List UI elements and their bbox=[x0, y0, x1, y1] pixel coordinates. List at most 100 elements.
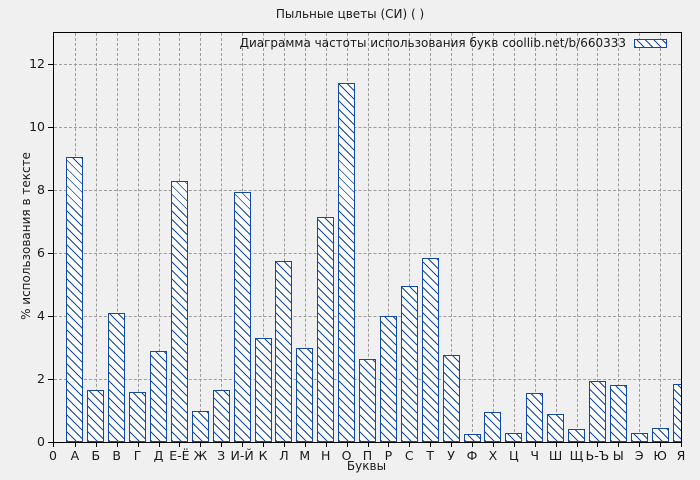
bar-С bbox=[400, 286, 418, 442]
bar-Э bbox=[630, 432, 648, 442]
gridline-x-Т bbox=[430, 33, 432, 442]
x-tick-П bbox=[367, 443, 369, 447]
x-tick-У bbox=[451, 443, 453, 447]
x-tick-label-У: У bbox=[447, 448, 455, 463]
x-tick-label-Щ: Щ bbox=[569, 448, 584, 463]
x-tick-К bbox=[263, 443, 264, 447]
y-tick-4 bbox=[48, 316, 53, 317]
gridline-x-Э bbox=[639, 33, 641, 442]
y-tick-10 bbox=[48, 127, 53, 128]
x-tick-В bbox=[116, 443, 118, 447]
y-tick-label-4: 4 bbox=[37, 308, 45, 323]
x-tick-Т bbox=[430, 443, 432, 447]
plot-area: Диаграмма частоты использования букв coo… bbox=[53, 32, 682, 443]
x-tick-И-Й bbox=[242, 443, 244, 447]
bar-Х bbox=[484, 412, 502, 442]
legend-label: Диаграмма частоты использования букв coo… bbox=[239, 36, 626, 50]
y-tick-label-2: 2 bbox=[37, 371, 45, 386]
x-tick-label-Ы: Ы bbox=[612, 448, 624, 463]
bar-Д bbox=[150, 350, 167, 442]
bar-Б bbox=[87, 390, 105, 442]
gridline-x-Б bbox=[95, 33, 97, 442]
x-tick-label-И-Й: И-Й bbox=[230, 448, 254, 463]
gridline-x-Щ bbox=[576, 33, 578, 442]
bar-Ь-Ъ bbox=[588, 380, 606, 442]
x-tick-origin bbox=[53, 443, 54, 447]
y-tick-6 bbox=[48, 253, 53, 254]
x-tick-Ц bbox=[513, 443, 515, 447]
gridline-x-М bbox=[304, 33, 306, 442]
x-tick-label-Ж: Ж bbox=[193, 448, 208, 463]
x-tick-А bbox=[74, 443, 76, 447]
bar-О bbox=[338, 82, 356, 442]
bar-Г bbox=[129, 391, 147, 442]
bar-У bbox=[442, 355, 460, 442]
x-tick-label-В: В bbox=[112, 448, 121, 463]
x-tick-Л bbox=[283, 443, 285, 447]
x-tick-label-Г: Г bbox=[133, 448, 142, 463]
x-tick-label-Е-Ё: Е-Ё bbox=[169, 448, 190, 463]
gridline-x-Ы bbox=[618, 33, 620, 442]
x-tick-Ь-Ъ bbox=[597, 443, 599, 447]
legend: Диаграмма частоты использования букв coo… bbox=[240, 36, 667, 50]
x-tick-З bbox=[221, 443, 223, 447]
y-tick-label-6: 6 bbox=[37, 245, 45, 260]
bar-Ш bbox=[547, 413, 565, 442]
legend-hatch-swatch-icon bbox=[634, 38, 667, 48]
x-tick-label-П: П bbox=[362, 448, 373, 463]
x-tick-label-М: М bbox=[299, 448, 311, 463]
x-tick-Я bbox=[681, 443, 682, 447]
y-axis-title: % использования в тексте bbox=[19, 152, 33, 320]
bar-К bbox=[254, 338, 272, 442]
gridline-x-В bbox=[116, 33, 118, 442]
bar-Л bbox=[275, 260, 293, 442]
x-tick-Н bbox=[325, 443, 327, 447]
gridline-x-З bbox=[221, 33, 223, 442]
bar-Я bbox=[672, 383, 681, 442]
bar-Ю bbox=[651, 427, 669, 442]
bar-Ы bbox=[609, 385, 627, 442]
x-tick-label-Ч: Ч bbox=[530, 448, 539, 463]
chart-title: Пыльные цветы (СИ) ( ) bbox=[275, 7, 425, 21]
x-tick-Э bbox=[639, 443, 641, 447]
y-tick-label-10: 10 bbox=[29, 119, 45, 134]
bar-Щ bbox=[568, 429, 585, 442]
gridline-x-Ц bbox=[513, 33, 515, 442]
x-tick-label-С: С bbox=[404, 448, 414, 463]
x-tick-label-Д: Д bbox=[153, 448, 164, 463]
x-tick-label-Ю: Ю bbox=[653, 448, 667, 463]
y-tick-12 bbox=[48, 64, 53, 65]
bar-Ф bbox=[463, 434, 481, 442]
x-tick-Ж bbox=[200, 443, 202, 447]
x-tick-label-origin: 0 bbox=[49, 448, 57, 463]
x-tick-label-О: О bbox=[341, 448, 352, 463]
x-tick-Х bbox=[492, 443, 494, 447]
x-tick-Е-Ё bbox=[179, 443, 181, 447]
x-tick-label-Ц: Ц bbox=[508, 448, 519, 463]
bar-Т bbox=[421, 257, 439, 442]
y-tick-0 bbox=[48, 442, 53, 443]
gridline-x-Ю bbox=[660, 33, 662, 442]
bar-Ц bbox=[505, 432, 523, 442]
gridline-x-Ф bbox=[472, 33, 473, 442]
y-tick-label-8: 8 bbox=[37, 182, 45, 197]
x-tick-label-Ш: Ш bbox=[548, 448, 563, 463]
bar-Ж bbox=[191, 410, 209, 442]
bar-В bbox=[108, 312, 126, 442]
x-tick-Г bbox=[137, 443, 139, 447]
bar-Н bbox=[317, 216, 335, 442]
x-tick-label-Б: Б bbox=[91, 448, 101, 463]
bar-И-Й bbox=[233, 191, 251, 442]
gridline-x-Х bbox=[492, 33, 494, 442]
x-tick-С bbox=[409, 443, 411, 447]
x-tick-О bbox=[346, 443, 348, 447]
bar-З bbox=[212, 390, 230, 442]
gridline-x-Ш bbox=[555, 33, 557, 442]
x-tick-М bbox=[304, 443, 306, 447]
x-tick-label-Т: Т bbox=[426, 448, 435, 463]
gridline-x-Ь-Ъ bbox=[597, 33, 599, 442]
y-tick-label-0: 0 bbox=[37, 434, 45, 449]
gridline-x-Р bbox=[388, 33, 390, 442]
x-tick-label-Э: Э bbox=[634, 448, 644, 463]
y-tick-8 bbox=[48, 190, 53, 191]
